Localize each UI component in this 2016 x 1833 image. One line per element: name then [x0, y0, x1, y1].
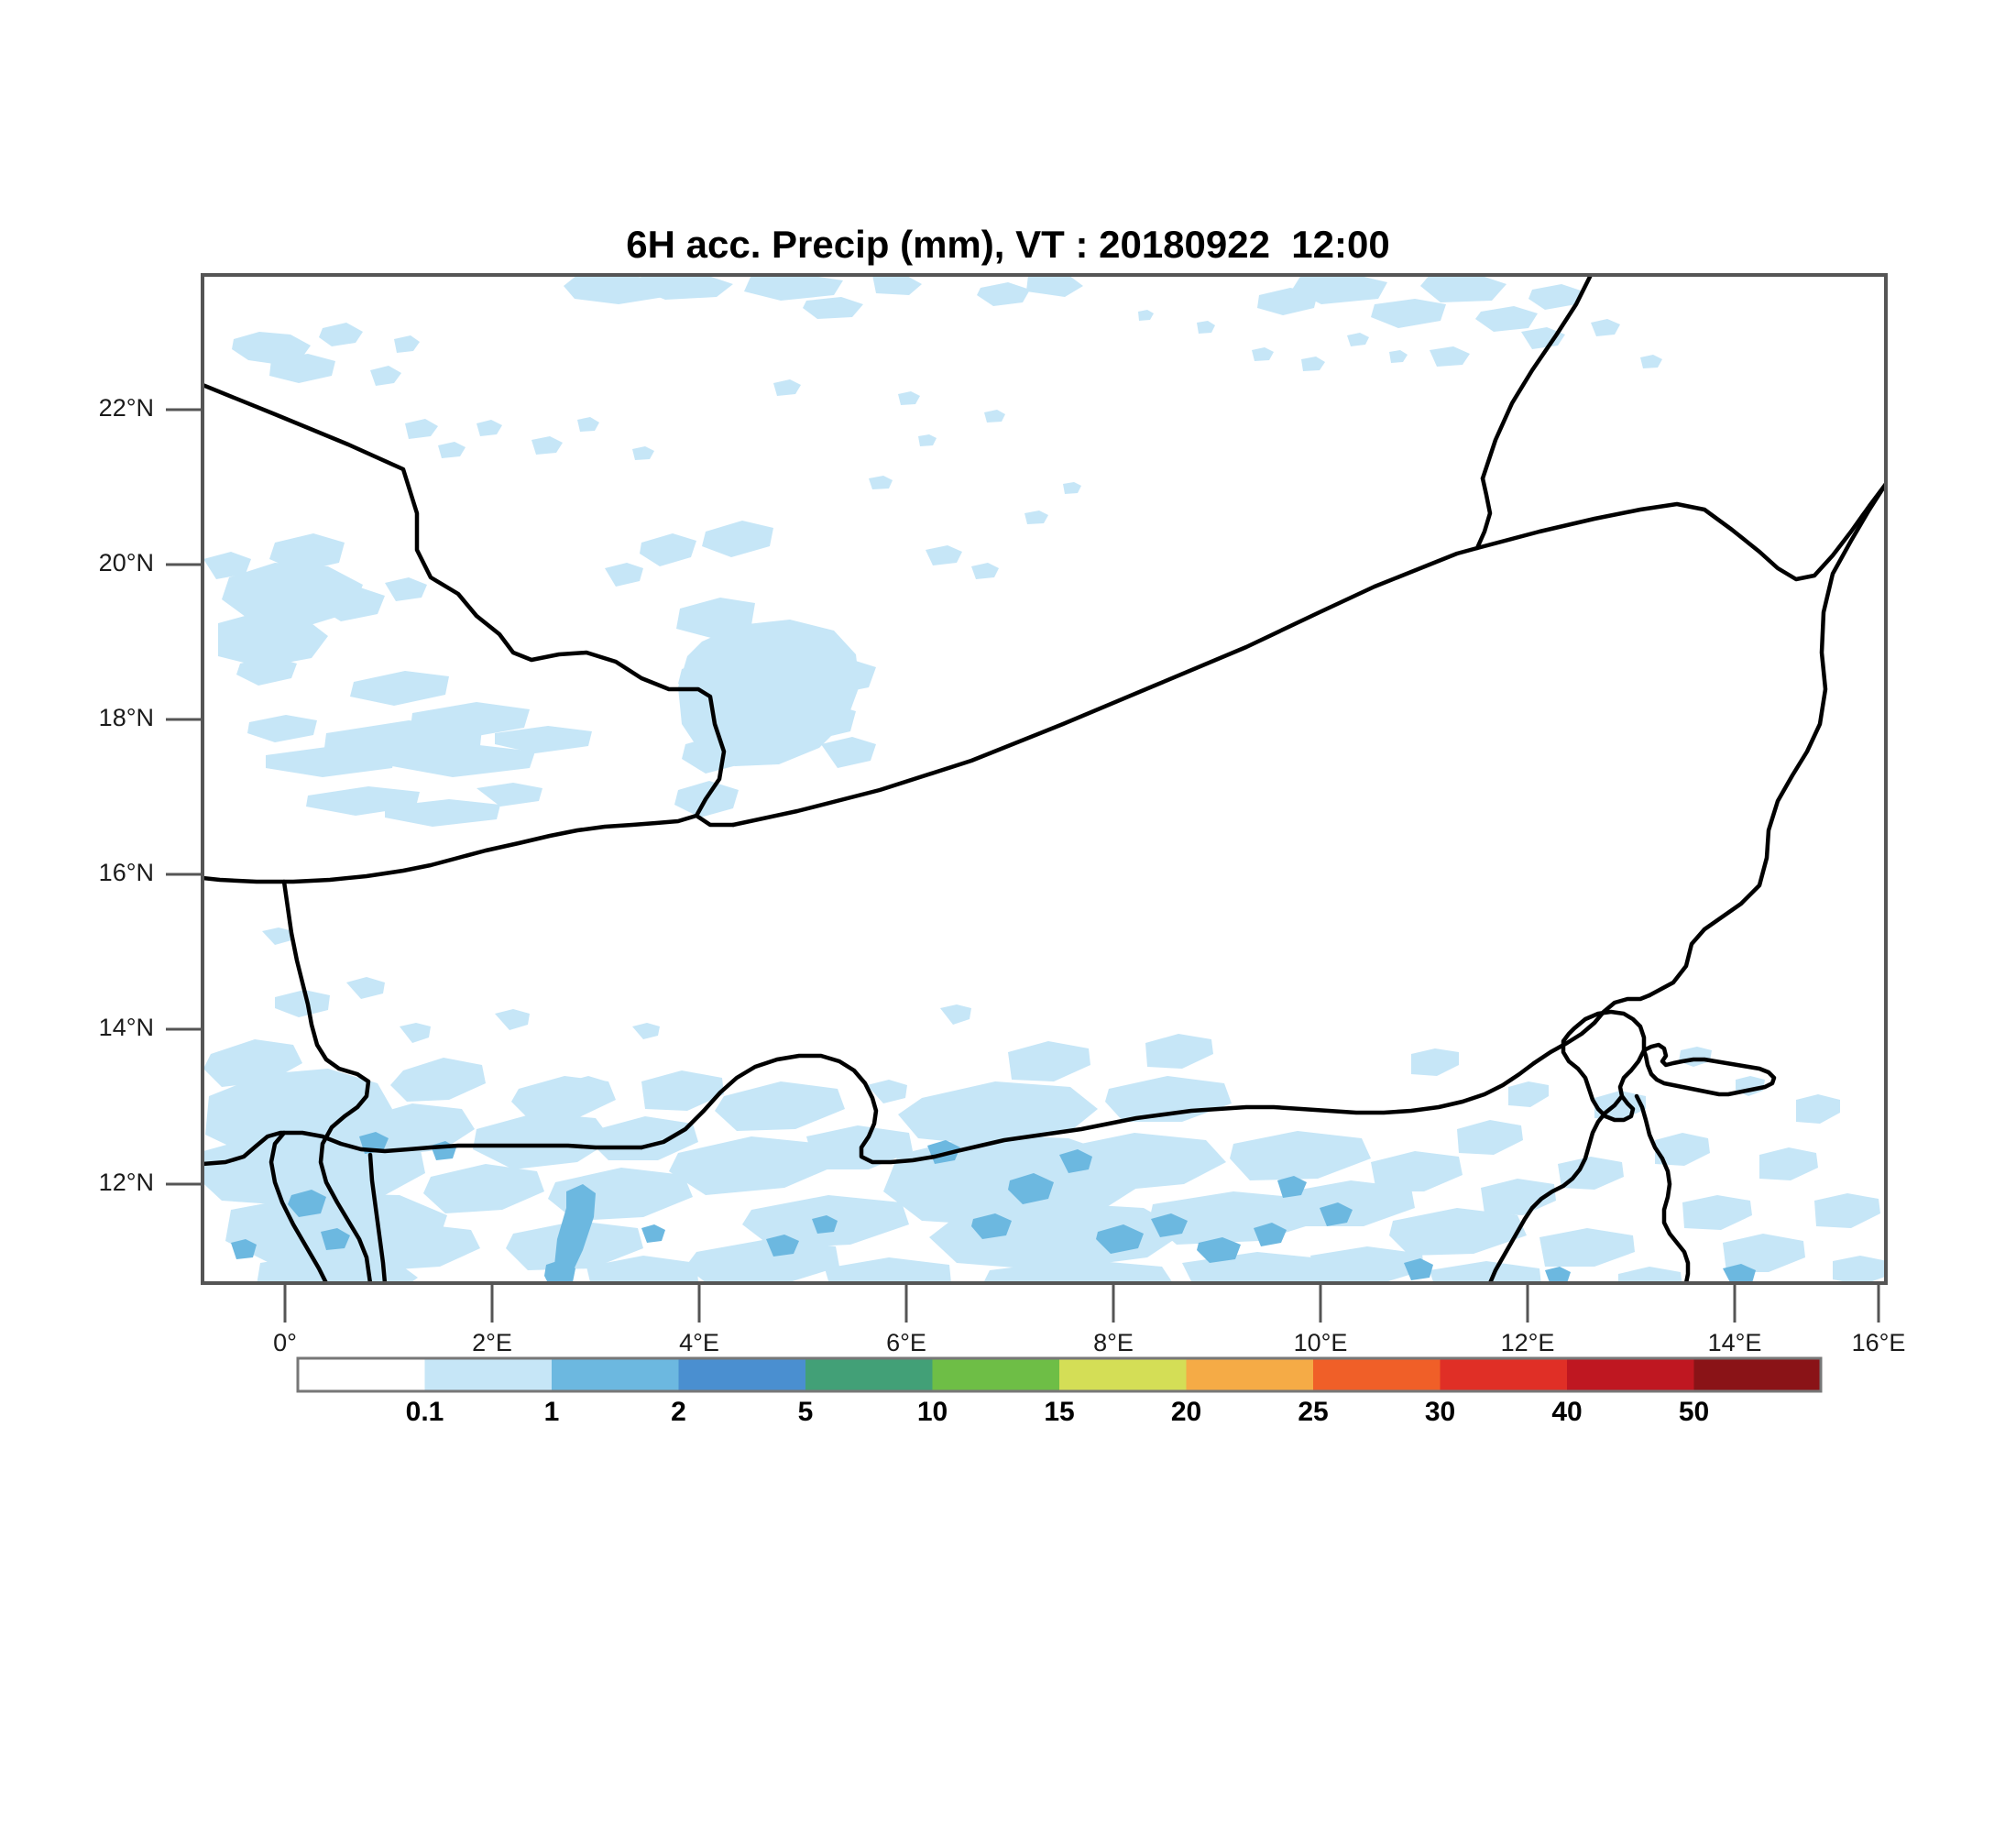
country-borders — [203, 275, 1886, 1283]
page-title: 6H acc. Precip (mm), VT : 20180922 12:00 — [626, 223, 1390, 266]
x-axis-tick-label: 10°E — [1293, 1329, 1348, 1356]
y-axis-tick-label: 14°N — [98, 1014, 154, 1041]
x-axis-tick-label: 8°E — [1093, 1329, 1134, 1356]
colorbar-segment[interactable] — [1440, 1358, 1568, 1391]
y-axis-tick-label: 22°N — [98, 394, 154, 422]
colorbar-segment[interactable] — [805, 1358, 934, 1391]
colorbar-tick-label: 0.1 — [405, 1397, 444, 1427]
x-axis-tick-label: 4°E — [679, 1329, 719, 1356]
x-axis-tick-label: 6°E — [886, 1329, 926, 1356]
colorbar-segment[interactable] — [424, 1358, 553, 1391]
colorbar-tick-label: 5 — [797, 1397, 814, 1427]
colorbar-tick-label: 2 — [671, 1397, 686, 1427]
precip-bin-0.1-1 — [203, 275, 1886, 1283]
colorbar-tick-label: 30 — [1424, 1397, 1456, 1427]
colorbar-tick-label: 25 — [1298, 1397, 1329, 1427]
colorbar[interactable] — [296, 1356, 1823, 1393]
colorbar-segment[interactable] — [1059, 1358, 1188, 1391]
y-axis-tick-label: 18°N — [98, 704, 154, 731]
colorbar-segment[interactable] — [1693, 1358, 1822, 1391]
y-axis-tick-label: 12°N — [98, 1169, 154, 1196]
y-axis-tick-label: 16°N — [98, 859, 154, 886]
y-axis-tick-label: 20°N — [98, 549, 154, 576]
colorbar-border — [296, 1356, 1823, 1393]
colorbar-tick-label: 10 — [916, 1397, 948, 1427]
colorbar-segment[interactable] — [298, 1358, 426, 1391]
x-axis-tick-label: 12°E — [1500, 1329, 1555, 1356]
axis-ticks — [166, 408, 1880, 1323]
colorbar-segment[interactable] — [552, 1358, 680, 1391]
plot-frame — [201, 273, 1888, 1285]
colorbar-segments[interactable] — [298, 1358, 1822, 1391]
colorbar-segment[interactable] — [1313, 1358, 1441, 1391]
x-axis-tick-label: 0° — [273, 1329, 297, 1356]
x-axis-tick-label: 14°E — [1707, 1329, 1762, 1356]
x-axis-tick-label: 16°E — [1851, 1329, 1906, 1356]
colorbar-tick-label: 50 — [1678, 1397, 1710, 1427]
colorbar-tick-label: 1 — [543, 1397, 560, 1427]
colorbar-tick-label: 15 — [1044, 1397, 1075, 1427]
colorbar-segment[interactable] — [1186, 1358, 1314, 1391]
x-axis-tick-label: 2°E — [472, 1329, 512, 1356]
colorbar-segment[interactable] — [678, 1358, 806, 1391]
colorbar-tick-label: 40 — [1551, 1397, 1583, 1427]
colorbar-segment[interactable] — [932, 1358, 1060, 1391]
colorbar-segment[interactable] — [1567, 1358, 1695, 1391]
colorbar-tick-label: 20 — [1170, 1397, 1202, 1427]
